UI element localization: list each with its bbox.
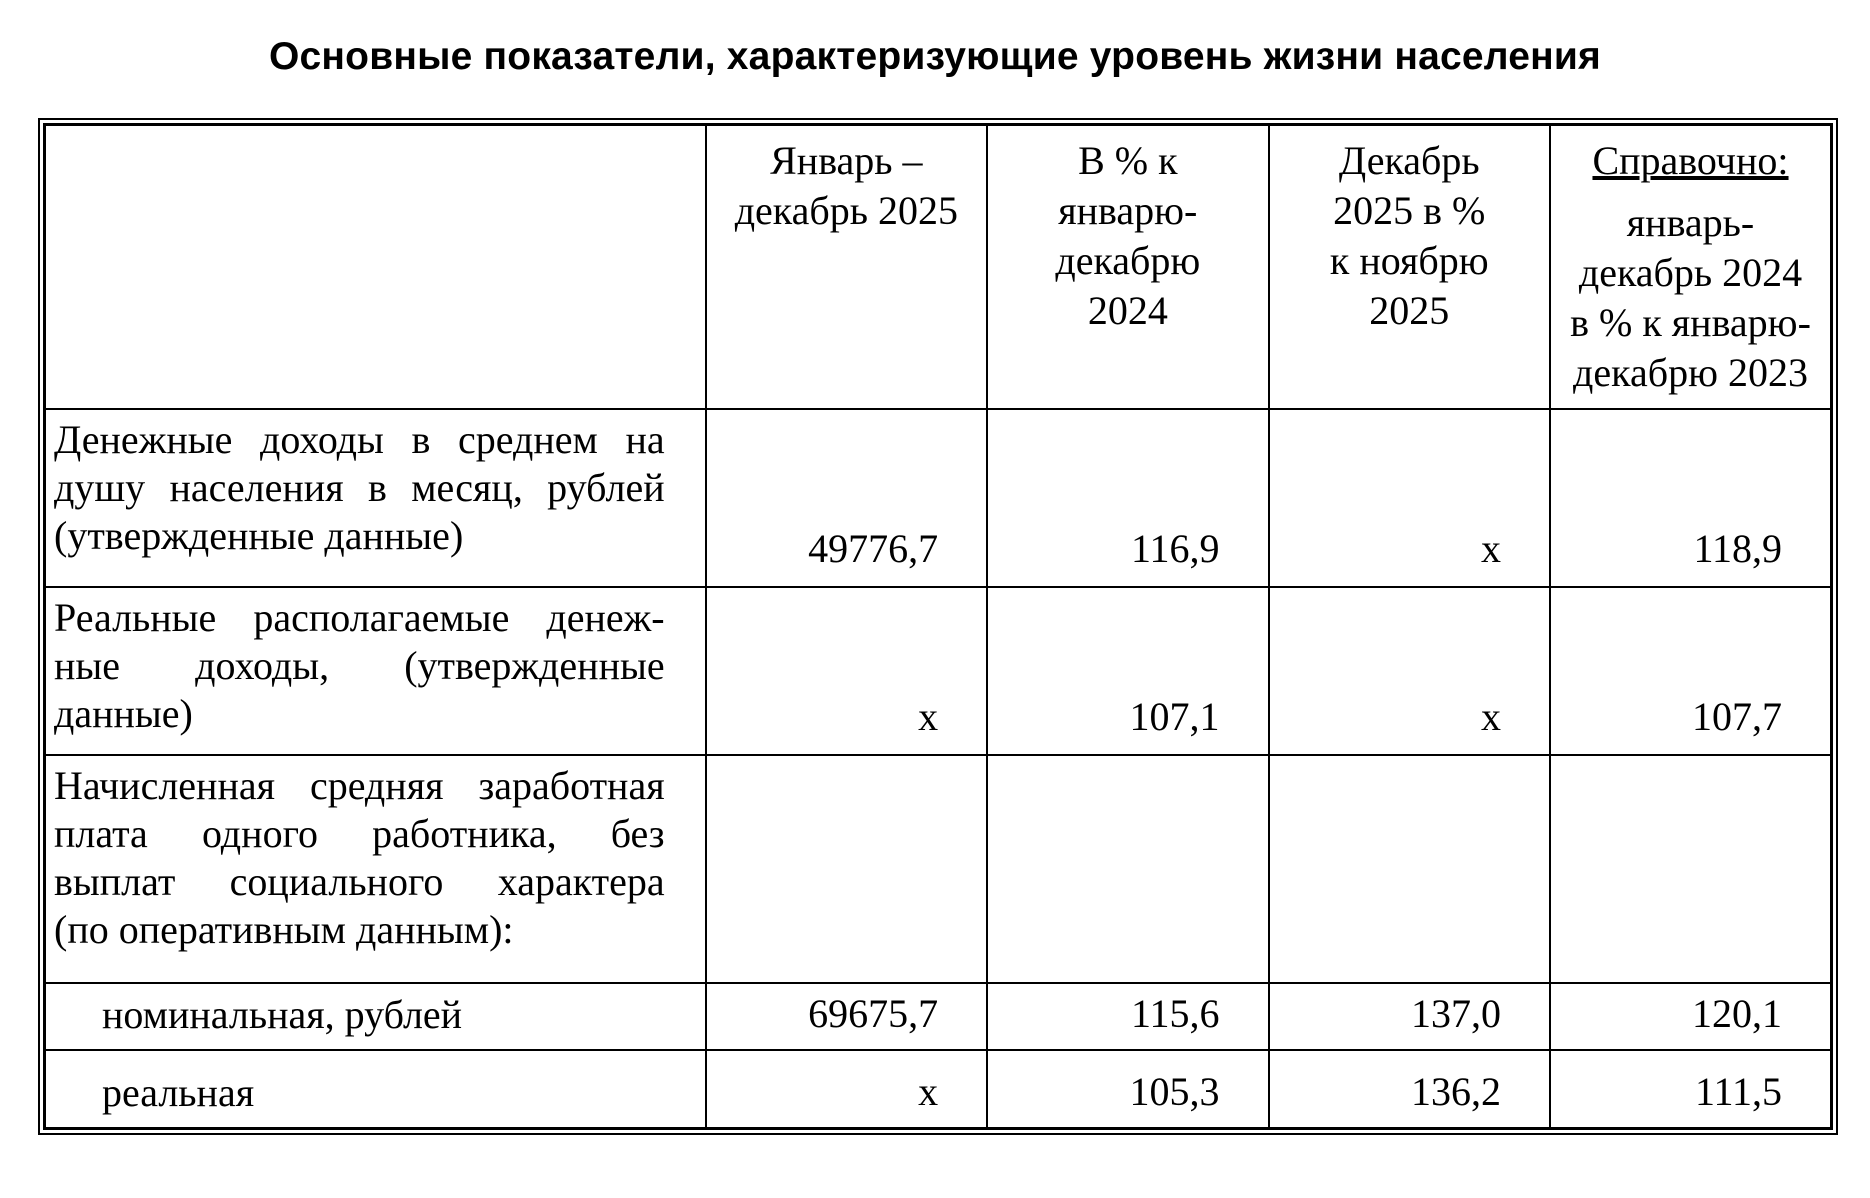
- indicator-label: Начисленная средняя заработная плата одно…: [43, 753, 707, 984]
- table-row-average-wage-group: Начисленная средняя заработная плата одно…: [43, 753, 1833, 984]
- value-cell: x: [1267, 585, 1552, 756]
- indicator-label: Денежные доходы в среднем на душу населен…: [43, 407, 707, 588]
- header-row: Январь – декабрь 2025 В % к январю-декабрю…: [43, 123, 1833, 410]
- header-indicator-cell: [43, 123, 707, 410]
- indicator-label: реальная: [43, 1048, 707, 1130]
- living-standards-table: Январь – декабрь 2025 В % к январю-декабрю…: [43, 123, 1833, 1130]
- value-cell: x: [1267, 407, 1552, 588]
- value-cell: 111,5: [1549, 1048, 1833, 1130]
- value-cell: 136,2: [1267, 1048, 1552, 1130]
- value-cell: 69675,7: [704, 981, 989, 1051]
- value-cell: 107,1: [986, 585, 1270, 756]
- indicator-label: Реальные располагаемые денеж-ные доходы,…: [43, 585, 707, 756]
- header-col-reference: Справочно: январь-декабрь 2024 в % к янва…: [1549, 123, 1833, 410]
- value-cell: [704, 753, 989, 984]
- reference-note: январь-декабрь 2024 в % к январю-декабрю …: [1570, 200, 1811, 395]
- value-cell: 137,0: [1267, 981, 1552, 1051]
- header-col-jan-dec-2025: Январь – декабрь 2025: [704, 123, 989, 410]
- value-cell: 116,9: [986, 407, 1270, 588]
- indicator-label: номинальная, рублей: [43, 981, 707, 1051]
- table-row-nominal-wage: номинальная, рублей 69675,7 115,6 137,0 …: [43, 981, 1833, 1051]
- value-cell: 115,6: [986, 981, 1270, 1051]
- header-col-dec-2025-to-nov-2025: Декабрь 2025 в % к ноябрю 2025: [1267, 123, 1552, 410]
- table-row-real-disposable-income: Реальные располагаемые денеж-ные доходы,…: [43, 585, 1833, 756]
- value-cell: 49776,7: [704, 407, 989, 588]
- value-cell: 118,9: [1549, 407, 1833, 588]
- table-row-real-wage: реальная x 105,3 136,2 111,5: [43, 1048, 1833, 1130]
- page-title: Основные показатели, характеризующие уро…: [268, 35, 1601, 78]
- reference-title: Справочно:: [1592, 138, 1789, 183]
- header-col-pct-to-jan-dec-2024: В % к январю-декабрю 2024: [986, 123, 1270, 410]
- value-cell: [1267, 753, 1552, 984]
- table-border-frame: Январь – декабрь 2025 В % к январю-декабрю…: [38, 118, 1838, 1135]
- value-cell: x: [704, 585, 989, 756]
- value-cell: 107,7: [1549, 585, 1833, 756]
- value-cell: [986, 753, 1270, 984]
- table-row-money-income: Денежные доходы в среднем на душу населен…: [43, 407, 1833, 588]
- value-cell: x: [704, 1048, 989, 1130]
- page: Основные показатели, характеризующие уро…: [0, 34, 1870, 1135]
- value-cell: 120,1: [1549, 981, 1833, 1051]
- value-cell: [1549, 753, 1833, 984]
- value-cell: 105,3: [986, 1048, 1270, 1130]
